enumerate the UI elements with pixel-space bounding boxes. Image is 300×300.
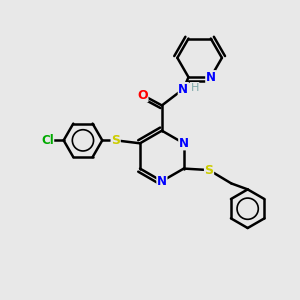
Text: N: N xyxy=(157,175,167,188)
Text: S: S xyxy=(205,164,214,177)
Text: S: S xyxy=(111,134,120,147)
Text: H: H xyxy=(190,82,199,93)
Text: Cl: Cl xyxy=(41,134,54,147)
Text: O: O xyxy=(137,88,148,101)
Text: N: N xyxy=(206,71,216,84)
Text: N: N xyxy=(179,137,189,150)
Text: N: N xyxy=(178,82,188,96)
